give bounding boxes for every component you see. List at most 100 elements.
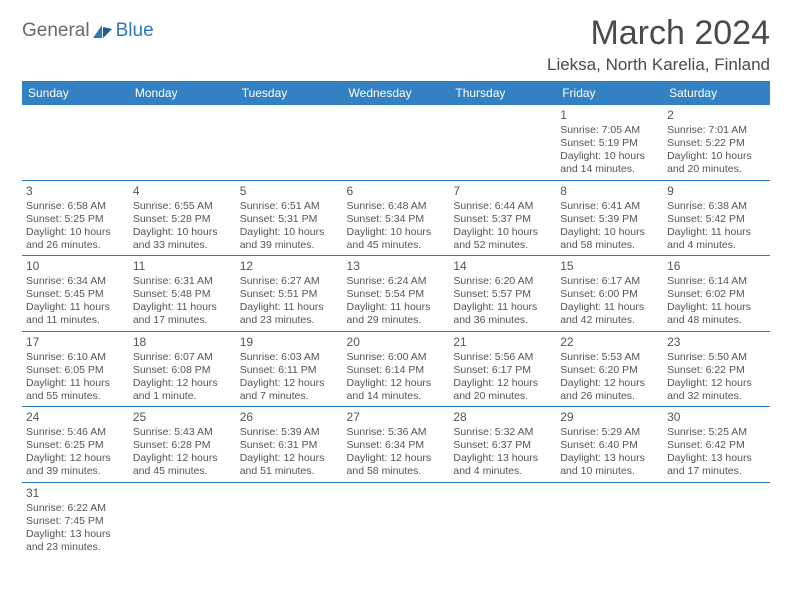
day-info-line: Sunset: 6:28 PM xyxy=(133,439,232,452)
day-info-line: Daylight: 11 hours xyxy=(560,301,659,314)
calendar-day-cell: 15Sunrise: 6:17 AMSunset: 6:00 PMDayligh… xyxy=(556,256,663,332)
calendar-day-cell xyxy=(663,482,770,557)
calendar-day-cell xyxy=(449,105,556,180)
day-number: 24 xyxy=(26,410,125,425)
calendar-day-cell: 26Sunrise: 5:39 AMSunset: 6:31 PMDayligh… xyxy=(236,407,343,483)
page-title: March 2024 xyxy=(547,14,770,53)
day-number: 31 xyxy=(26,486,125,501)
weekday-header: Wednesday xyxy=(343,81,450,105)
calendar-day-cell: 1Sunrise: 7:05 AMSunset: 5:19 PMDaylight… xyxy=(556,105,663,180)
day-info-line: Daylight: 10 hours xyxy=(133,226,232,239)
calendar-day-cell: 5Sunrise: 6:51 AMSunset: 5:31 PMDaylight… xyxy=(236,180,343,256)
calendar-day-cell: 25Sunrise: 5:43 AMSunset: 6:28 PMDayligh… xyxy=(129,407,236,483)
calendar-day-cell xyxy=(449,482,556,557)
day-info-line: Sunset: 5:25 PM xyxy=(26,213,125,226)
weekday-header-row: Sunday Monday Tuesday Wednesday Thursday… xyxy=(22,81,770,105)
calendar-day-cell xyxy=(556,482,663,557)
calendar-day-cell: 28Sunrise: 5:32 AMSunset: 6:37 PMDayligh… xyxy=(449,407,556,483)
day-info-line: Sunrise: 6:20 AM xyxy=(453,275,552,288)
day-number: 7 xyxy=(453,184,552,199)
day-info-line: Sunset: 6:34 PM xyxy=(347,439,446,452)
calendar-day-cell: 24Sunrise: 5:46 AMSunset: 6:25 PMDayligh… xyxy=(22,407,129,483)
day-number: 5 xyxy=(240,184,339,199)
weekday-header: Thursday xyxy=(449,81,556,105)
day-info-line: and 33 minutes. xyxy=(133,239,232,252)
day-info-line: Daylight: 13 hours xyxy=(453,452,552,465)
day-info-line: and 26 minutes. xyxy=(560,390,659,403)
calendar-day-cell: 9Sunrise: 6:38 AMSunset: 5:42 PMDaylight… xyxy=(663,180,770,256)
weekday-header: Saturday xyxy=(663,81,770,105)
calendar-day-cell: 4Sunrise: 6:55 AMSunset: 5:28 PMDaylight… xyxy=(129,180,236,256)
day-info-line: Sunrise: 5:32 AM xyxy=(453,426,552,439)
day-info-line: Sunrise: 5:56 AM xyxy=(453,351,552,364)
day-info-line: Sunset: 5:42 PM xyxy=(667,213,766,226)
day-info-line: Daylight: 12 hours xyxy=(133,377,232,390)
day-info-line: Sunrise: 6:24 AM xyxy=(347,275,446,288)
day-info-line: and 1 minute. xyxy=(133,390,232,403)
day-info-line: Sunset: 5:37 PM xyxy=(453,213,552,226)
day-number: 3 xyxy=(26,184,125,199)
calendar-day-cell: 10Sunrise: 6:34 AMSunset: 5:45 PMDayligh… xyxy=(22,256,129,332)
day-info-line: Sunrise: 5:46 AM xyxy=(26,426,125,439)
day-info-line: Sunset: 5:57 PM xyxy=(453,288,552,301)
day-info-line: Sunrise: 7:01 AM xyxy=(667,124,766,137)
day-info-line: Sunset: 5:39 PM xyxy=(560,213,659,226)
day-info-line: and 45 minutes. xyxy=(347,239,446,252)
day-info-line: Sunset: 5:51 PM xyxy=(240,288,339,301)
day-info-line: and 32 minutes. xyxy=(667,390,766,403)
day-info-line: Daylight: 11 hours xyxy=(26,377,125,390)
day-number: 4 xyxy=(133,184,232,199)
day-info-line: Sunset: 7:45 PM xyxy=(26,515,125,528)
calendar-day-cell: 18Sunrise: 6:07 AMSunset: 6:08 PMDayligh… xyxy=(129,331,236,407)
calendar-day-cell: 20Sunrise: 6:00 AMSunset: 6:14 PMDayligh… xyxy=(343,331,450,407)
day-info-line: Daylight: 10 hours xyxy=(240,226,339,239)
day-number: 23 xyxy=(667,335,766,350)
day-number: 10 xyxy=(26,259,125,274)
day-info-line: Sunset: 6:22 PM xyxy=(667,364,766,377)
calendar-day-cell: 11Sunrise: 6:31 AMSunset: 5:48 PMDayligh… xyxy=(129,256,236,332)
day-info-line: Daylight: 13 hours xyxy=(667,452,766,465)
calendar-week-row: 10Sunrise: 6:34 AMSunset: 5:45 PMDayligh… xyxy=(22,256,770,332)
day-info-line: Daylight: 12 hours xyxy=(240,452,339,465)
day-info-line: Sunset: 6:40 PM xyxy=(560,439,659,452)
day-info-line: Sunrise: 5:43 AM xyxy=(133,426,232,439)
day-info-line: and 7 minutes. xyxy=(240,390,339,403)
day-info-line: Daylight: 10 hours xyxy=(347,226,446,239)
day-info-line: Daylight: 10 hours xyxy=(667,150,766,163)
day-info-line: Sunset: 6:05 PM xyxy=(26,364,125,377)
day-number: 9 xyxy=(667,184,766,199)
day-number: 26 xyxy=(240,410,339,425)
day-info-line: Sunrise: 6:38 AM xyxy=(667,200,766,213)
calendar-day-cell: 2Sunrise: 7:01 AMSunset: 5:22 PMDaylight… xyxy=(663,105,770,180)
calendar-day-cell: 13Sunrise: 6:24 AMSunset: 5:54 PMDayligh… xyxy=(343,256,450,332)
day-info-line: Sunset: 5:48 PM xyxy=(133,288,232,301)
day-info-line: and 17 minutes. xyxy=(133,314,232,327)
title-block: March 2024 Lieksa, North Karelia, Finlan… xyxy=(547,14,770,75)
calendar-day-cell: 21Sunrise: 5:56 AMSunset: 6:17 PMDayligh… xyxy=(449,331,556,407)
day-info-line: Sunrise: 6:00 AM xyxy=(347,351,446,364)
day-info-line: Sunrise: 6:10 AM xyxy=(26,351,125,364)
day-info-line: Sunset: 6:08 PM xyxy=(133,364,232,377)
day-number: 20 xyxy=(347,335,446,350)
day-info-line: Daylight: 11 hours xyxy=(347,301,446,314)
calendar-week-row: 24Sunrise: 5:46 AMSunset: 6:25 PM Dayligh… xyxy=(22,407,770,483)
calendar-day-cell: 16Sunrise: 6:14 AMSunset: 6:02 PMDayligh… xyxy=(663,256,770,332)
day-number: 22 xyxy=(560,335,659,350)
day-number: 14 xyxy=(453,259,552,274)
day-info-line: Daylight: 12 hours xyxy=(667,377,766,390)
calendar-day-cell xyxy=(343,105,450,180)
day-info-line: Sunrise: 6:41 AM xyxy=(560,200,659,213)
calendar-day-cell xyxy=(236,105,343,180)
day-info-line: and 52 minutes. xyxy=(453,239,552,252)
day-number: 15 xyxy=(560,259,659,274)
day-info-line: and 29 minutes. xyxy=(347,314,446,327)
day-info-line: Sunrise: 6:55 AM xyxy=(133,200,232,213)
day-info-line: Sunrise: 6:03 AM xyxy=(240,351,339,364)
day-info-line: and 39 minutes. xyxy=(26,465,125,478)
day-info-line: and 58 minutes. xyxy=(347,465,446,478)
day-info-line: Sunrise: 6:27 AM xyxy=(240,275,339,288)
day-number: 25 xyxy=(133,410,232,425)
day-info-line: Sunset: 6:25 PM xyxy=(26,439,125,452)
day-info-line: Sunrise: 6:17 AM xyxy=(560,275,659,288)
header: General Blue March 2024 Lieksa, North Ka… xyxy=(22,14,770,75)
